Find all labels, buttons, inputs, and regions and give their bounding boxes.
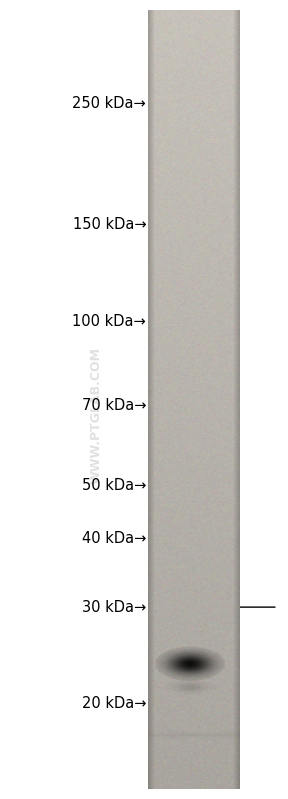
Text: 100 kDa→: 100 kDa→ — [73, 314, 146, 328]
Text: 250 kDa→: 250 kDa→ — [73, 96, 146, 111]
Text: 30 kDa→: 30 kDa→ — [82, 599, 146, 614]
Text: 20 kDa→: 20 kDa→ — [82, 696, 146, 711]
Text: 70 kDa→: 70 kDa→ — [82, 399, 146, 413]
Text: 50 kDa→: 50 kDa→ — [82, 479, 146, 493]
Text: WWW.PTGLAB.COM: WWW.PTGLAB.COM — [90, 348, 103, 484]
Text: 150 kDa→: 150 kDa→ — [73, 217, 146, 233]
Text: 40 kDa→: 40 kDa→ — [82, 531, 146, 547]
